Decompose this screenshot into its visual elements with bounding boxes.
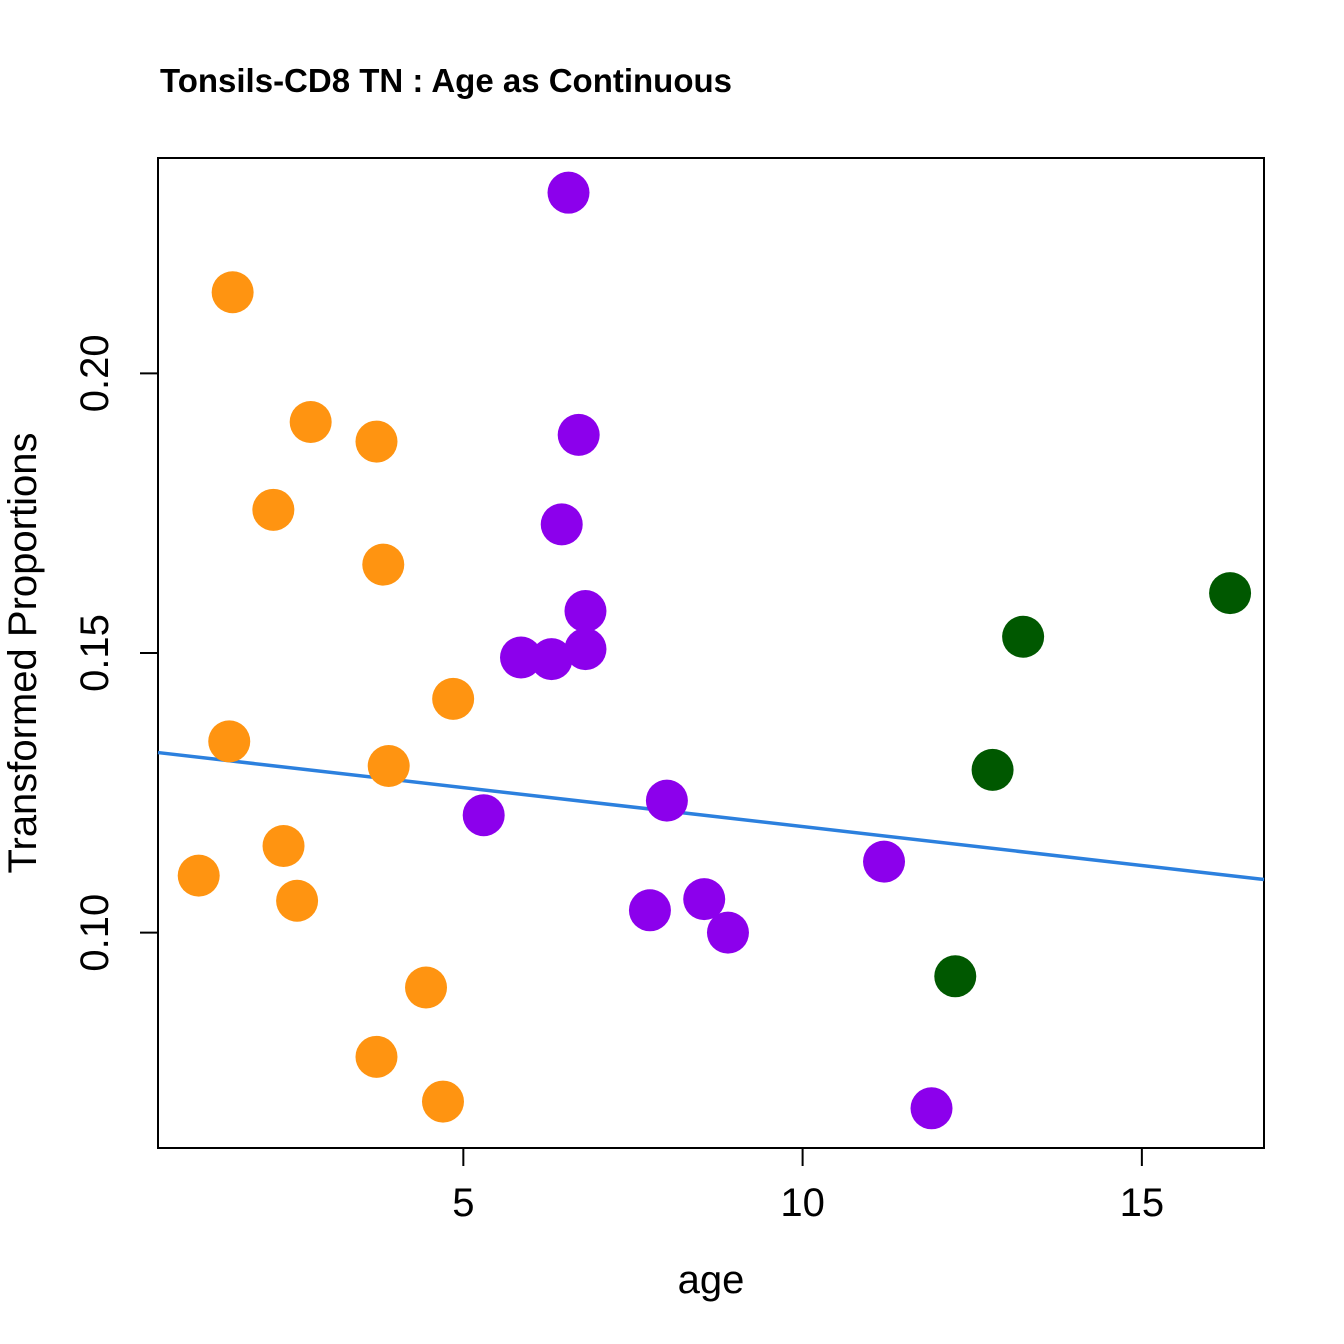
plot-frame bbox=[157, 157, 1265, 1149]
data-point-orange bbox=[432, 677, 475, 720]
data-point-purple bbox=[530, 638, 573, 681]
data-point-purple bbox=[628, 889, 671, 932]
x-tick-label: 15 bbox=[1120, 1181, 1165, 1225]
data-point-green bbox=[1002, 615, 1045, 658]
data-point-orange bbox=[405, 966, 448, 1009]
data-point-orange bbox=[355, 420, 398, 463]
data-point-purple bbox=[910, 1087, 953, 1130]
data-point-purple bbox=[564, 628, 607, 671]
chart-title: Tonsils-CD8 TN : Age as Continuous bbox=[160, 62, 732, 99]
data-point-orange bbox=[252, 488, 295, 531]
data-point-green bbox=[1209, 572, 1252, 615]
y-axis: 0.10 0.15 0.20 bbox=[73, 334, 158, 972]
data-point-orange bbox=[367, 744, 410, 787]
x-tick-label: 5 bbox=[452, 1181, 474, 1225]
x-tick-label: 10 bbox=[780, 1181, 825, 1225]
x-axis: 5 10 15 bbox=[452, 1148, 1164, 1225]
data-point-purple bbox=[540, 503, 583, 546]
data-point-orange bbox=[208, 720, 251, 763]
data-point-purple bbox=[547, 171, 590, 214]
y-axis-label: Transformed Proportions bbox=[1, 433, 45, 874]
data-point-orange bbox=[355, 1035, 398, 1078]
x-axis-label: age bbox=[678, 1258, 745, 1302]
data-point-green bbox=[934, 955, 977, 998]
data-point-green bbox=[971, 748, 1014, 791]
data-point-orange bbox=[177, 854, 220, 897]
data-points-layer bbox=[177, 171, 1252, 1130]
y-tick-label: 0.10 bbox=[73, 894, 117, 972]
data-point-purple bbox=[462, 794, 505, 837]
data-point-orange bbox=[289, 401, 332, 443]
data-point-purple bbox=[557, 413, 600, 456]
data-point-orange bbox=[262, 824, 305, 867]
regression-line bbox=[157, 750, 1265, 882]
data-point-purple bbox=[645, 779, 688, 822]
data-point-orange bbox=[421, 1080, 464, 1123]
data-point-purple bbox=[706, 911, 749, 954]
data-point-orange bbox=[276, 879, 319, 922]
data-point-orange bbox=[362, 543, 405, 586]
data-point-purple bbox=[500, 636, 543, 679]
y-tick-label: 0.20 bbox=[73, 334, 117, 412]
data-point-orange bbox=[211, 271, 254, 314]
data-point-purple bbox=[564, 590, 607, 633]
y-tick-label: 0.15 bbox=[73, 614, 117, 692]
data-point-purple bbox=[863, 840, 906, 883]
fit-line-layer bbox=[157, 750, 1265, 882]
data-point-purple bbox=[683, 878, 726, 921]
